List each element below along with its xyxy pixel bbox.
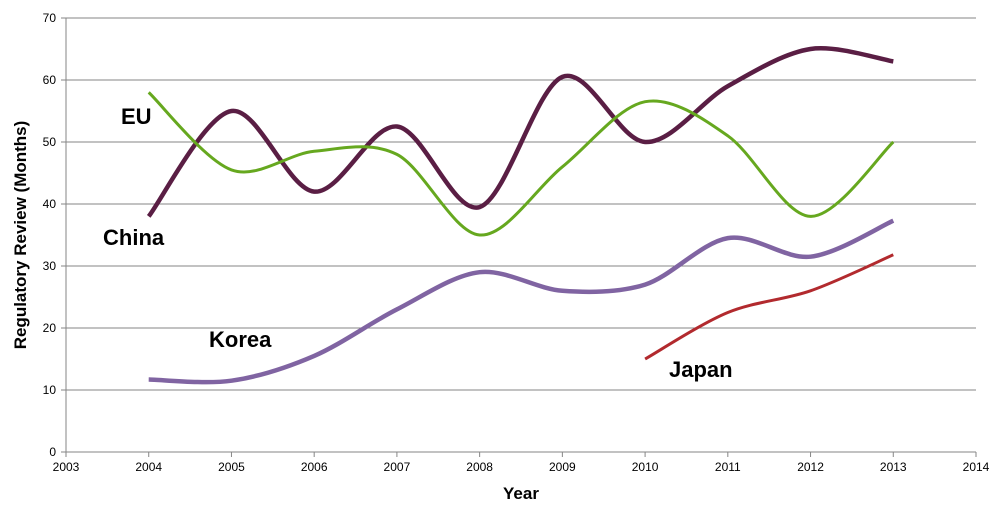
x-tick-label: 2010 — [632, 460, 659, 474]
x-tick-labels: 2003 2004 2005 2006 2007 2008 2009 2010 2011 2012… — [53, 452, 990, 474]
x-tick-label: 2006 — [301, 460, 328, 474]
series-label-china: China — [103, 225, 165, 250]
y-tick-labels: 0 10 20 30 40 50 60 70 — [43, 11, 66, 459]
y-tick-label: 0 — [49, 445, 56, 459]
x-tick-label: 2009 — [549, 460, 576, 474]
y-tick-label: 30 — [43, 259, 57, 273]
gridlines — [66, 17, 976, 391]
y-tick-label: 10 — [43, 383, 57, 397]
x-tick-label: 2004 — [135, 460, 162, 474]
series-label-korea: Korea — [209, 327, 272, 352]
series-label-eu: EU — [121, 104, 152, 129]
axes — [65, 18, 976, 453]
series-lines — [146, 46, 895, 385]
x-tick-label: 2014 — [963, 460, 990, 474]
x-tick-label: 2011 — [715, 460, 741, 474]
x-axis-title: Year — [503, 484, 539, 503]
y-tick-label: 50 — [43, 135, 57, 149]
series-line-korea — [148, 218, 895, 385]
x-tick-label: 2012 — [797, 460, 824, 474]
series-line-japan — [644, 253, 894, 361]
y-tick-label: 20 — [43, 321, 57, 335]
y-tick-label: 70 — [43, 11, 57, 25]
series-label-japan: Japan — [669, 357, 733, 382]
x-tick-label: 2007 — [384, 460, 411, 474]
series-line-china — [146, 46, 894, 218]
y-tick-label: 60 — [43, 73, 57, 87]
series-line-eu — [147, 91, 895, 237]
x-tick-label: 2008 — [466, 460, 493, 474]
y-axis-title: Regulatory Review (Months) — [11, 121, 30, 350]
x-tick-label: 2005 — [218, 460, 245, 474]
y-tick-label: 40 — [43, 197, 57, 211]
x-tick-label: 2003 — [53, 460, 80, 474]
x-tick-label: 2013 — [880, 460, 907, 474]
